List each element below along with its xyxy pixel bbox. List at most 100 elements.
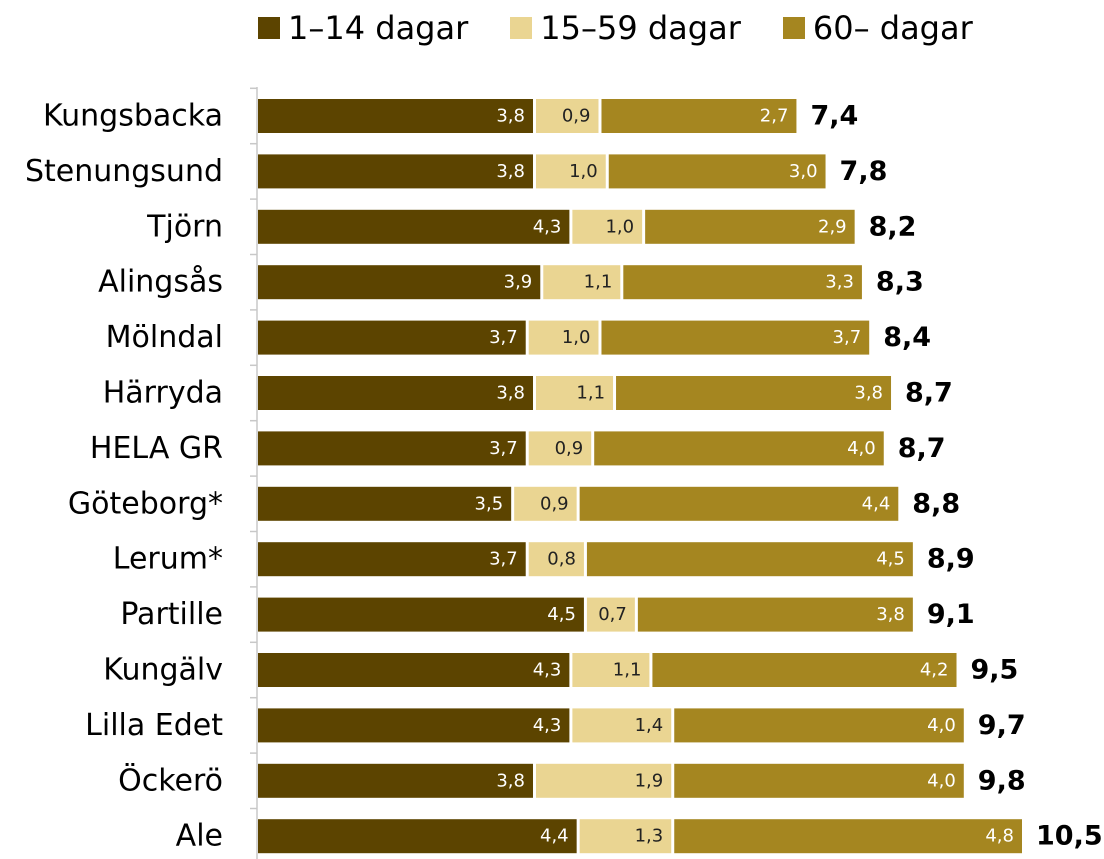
value-label-kungalv-60-dagar: 4,2 (920, 660, 949, 681)
bar-kungsbacka-60-dagar (601, 99, 797, 133)
bar-tjorn-60-dagar (645, 209, 855, 244)
value-label-hela-gr-60-dagar: 4,0 (847, 438, 876, 459)
total-label-partille: 9,1 (927, 599, 975, 630)
value-label-ockero-1-14-dagar: 3,8 (496, 770, 525, 791)
value-label-alingsas-15-59-dagar: 1,1 (584, 272, 613, 293)
total-label-kungalv: 9,5 (971, 655, 1019, 686)
bar-harryda-1-14-dagar (258, 376, 533, 410)
total-label-ale: 10,5 (1036, 821, 1103, 852)
category-label-partille: Partille (120, 597, 223, 632)
legend-label-1-14-dagar: 1–14 dagar (288, 9, 469, 47)
category-label-ale: Ale (176, 819, 223, 854)
bar-alingsas-15-59-dagar (543, 265, 621, 300)
bar-partille-15-59-dagar (586, 597, 635, 632)
bar-stenungsund-60-dagar (608, 154, 826, 189)
bar-harryda-60-dagar (616, 376, 892, 410)
value-label-lerum-1-14-dagar: 3,7 (489, 549, 518, 570)
bar-goteborg-60-dagar (579, 486, 899, 521)
total-label-harryda: 8,7 (905, 378, 953, 409)
legend-swatch-15-59-dagar (510, 17, 533, 39)
value-label-harryda-1-14-dagar: 3,8 (496, 383, 525, 404)
value-label-kungalv-15-59-dagar: 1,1 (613, 660, 642, 681)
value-label-harryda-15-59-dagar: 1,1 (576, 383, 605, 404)
bar-ale-60-dagar (674, 819, 1022, 854)
total-label-molndal: 8,4 (883, 322, 931, 353)
category-label-tjorn: Tjörn (146, 209, 223, 244)
legend-item-1-14-dagar: 1–14 dagar (258, 9, 468, 47)
legend-label-60-dagar: 60– dagar (812, 9, 973, 47)
value-label-stenungsund-1-14-dagar: 3,8 (496, 161, 525, 182)
bar-lerum-15-59-dagar (528, 542, 584, 577)
category-label-molndal: Mölndal (106, 320, 223, 355)
value-label-hela-gr-15-59-dagar: 0,9 (555, 438, 584, 459)
value-label-stenungsund-60-dagar: 3,0 (789, 161, 818, 182)
bar-stenungsund-15-59-dagar (535, 154, 606, 189)
bar-kungalv-15-59-dagar (572, 653, 650, 687)
bar-alingsas-1-14-dagar (258, 265, 541, 300)
bar-ockero-60-dagar (674, 763, 964, 798)
legend-swatch-1-14-dagar (258, 17, 280, 39)
value-label-harryda-60-dagar: 3,8 (854, 383, 883, 404)
value-label-goteborg-1-14-dagar: 3,5 (475, 493, 504, 514)
category-label-stenungsund: Stenungsund (25, 154, 223, 189)
bar-kungsbacka-15-59-dagar (535, 99, 599, 133)
value-label-lerum-60-dagar: 4,5 (876, 549, 905, 570)
bar-hela-gr-1-14-dagar (258, 431, 526, 466)
bar-ale-1-14-dagar (258, 819, 577, 854)
value-label-kungsbacka-60-dagar: 2,7 (760, 106, 789, 127)
value-label-stenungsund-15-59-dagar: 1,0 (569, 161, 598, 182)
legend-item-15-59-dagar: 15–59 dagar (510, 9, 741, 47)
total-label-alingsas: 8,3 (876, 267, 924, 298)
bar-hela-gr-60-dagar (594, 431, 884, 466)
value-label-tjorn-15-59-dagar: 1,0 (605, 216, 634, 237)
bar-ale-15-59-dagar (579, 819, 672, 854)
value-label-lilla-edet-1-14-dagar: 4,3 (533, 715, 562, 736)
bar-tjorn-15-59-dagar (572, 209, 643, 244)
value-label-molndal-60-dagar: 3,7 (833, 327, 862, 348)
total-label-hela-gr: 8,7 (898, 433, 946, 464)
value-label-lerum-15-59-dagar: 0,8 (547, 549, 576, 570)
legend: 1–14 dagar 15–59 dagar 60– dagar (258, 6, 973, 50)
value-label-alingsas-1-14-dagar: 3,9 (504, 272, 533, 293)
value-label-ale-15-59-dagar: 1,3 (635, 826, 664, 847)
bar-kungalv-1-14-dagar (258, 653, 570, 687)
total-label-lerum: 8,9 (927, 544, 975, 575)
category-label-goteborg: Göteborg* (68, 486, 223, 521)
value-label-partille-15-59-dagar: 0,7 (598, 604, 627, 625)
bar-lilla-edet-15-59-dagar (572, 708, 672, 743)
category-label-alingsas: Alingsås (98, 265, 223, 300)
value-label-lilla-edet-15-59-dagar: 1,4 (635, 715, 664, 736)
bar-kungsbacka-1-14-dagar (258, 99, 533, 133)
bar-partille-1-14-dagar (258, 597, 584, 632)
bar-goteborg-15-59-dagar (514, 486, 577, 521)
legend-label-15-59-dagar: 15–59 dagar (540, 9, 741, 47)
value-label-lilla-edet-60-dagar: 4,0 (927, 715, 956, 736)
value-label-ale-1-14-dagar: 4,4 (540, 826, 569, 847)
category-label-hela-gr: HELA GR (90, 431, 223, 466)
bar-molndal-15-59-dagar (528, 320, 599, 355)
value-label-kungalv-1-14-dagar: 4,3 (533, 660, 562, 681)
bar-molndal-1-14-dagar (258, 320, 526, 355)
value-label-goteborg-60-dagar: 4,4 (862, 493, 891, 514)
bar-alingsas-60-dagar (623, 265, 862, 300)
bar-harryda-15-59-dagar (535, 376, 614, 410)
bar-kungalv-60-dagar (652, 653, 957, 687)
total-label-kungsbacka: 7,4 (810, 101, 858, 132)
total-label-goteborg: 8,8 (912, 488, 960, 519)
value-label-tjorn-60-dagar: 2,9 (818, 216, 847, 237)
legend-item-60-dagar: 60– dagar (782, 9, 973, 47)
bar-stenungsund-1-14-dagar (258, 154, 533, 189)
value-label-molndal-15-59-dagar: 1,0 (562, 327, 591, 348)
total-label-tjorn: 8,2 (869, 211, 917, 242)
bar-lerum-60-dagar (586, 542, 913, 577)
bar-hela-gr-15-59-dagar (528, 431, 592, 466)
value-label-goteborg-15-59-dagar: 0,9 (540, 493, 569, 514)
category-label-ockero: Öckerö (118, 762, 223, 798)
bar-partille-60-dagar (637, 597, 913, 632)
category-label-lilla-edet: Lilla Edet (85, 708, 223, 743)
bar-lilla-edet-1-14-dagar (258, 708, 570, 743)
value-label-partille-60-dagar: 3,8 (876, 604, 905, 625)
value-label-partille-1-14-dagar: 4,5 (547, 604, 576, 625)
